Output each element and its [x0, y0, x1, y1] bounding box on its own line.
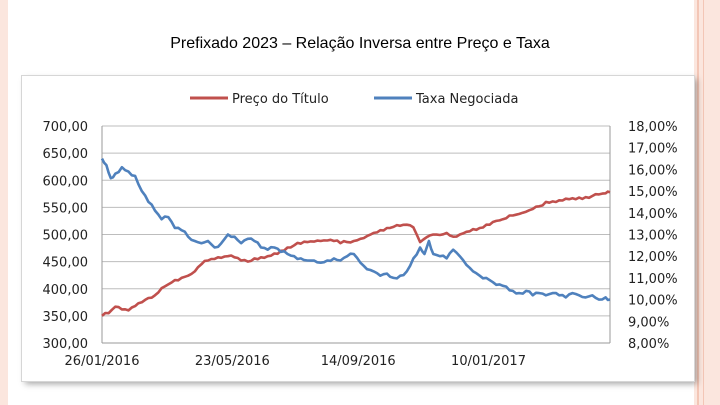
right-tick-label: 17,00%	[628, 142, 678, 157]
right-tick-label: 16,00%	[628, 163, 678, 178]
chart: 700,00 650,00 600,00 550,00 500,00 450,00 400,…	[22, 76, 694, 381]
right-tick-label: 13,00%	[628, 229, 678, 244]
chart-gridlines	[102, 126, 610, 343]
left-tick-label: 500,00	[43, 229, 89, 244]
series-line-pre-o-do-t-tulo	[102, 192, 610, 316]
left-tick-label: 450,00	[43, 256, 89, 271]
chart-frame: 700,00 650,00 600,00 550,00 500,00 450,00 400,…	[22, 76, 694, 381]
left-tick-label: 650,00	[43, 147, 89, 162]
x-tick-label: 10/01/2017	[451, 354, 526, 369]
x-tick-label: 26/01/2016	[65, 354, 140, 369]
left-tick-label: 550,00	[43, 201, 89, 216]
x-axis: 26/01/2016 23/05/2016 14/09/2016 10/01/2017	[65, 354, 526, 369]
right-tick-label: 15,00%	[628, 185, 678, 200]
right-tick-label: 8,00%	[628, 337, 669, 352]
legend-label: Preço do Título	[232, 92, 329, 107]
slide-border-left	[0, 0, 8, 405]
left-tick-label: 600,00	[43, 174, 89, 189]
left-tick-label: 700,00	[43, 120, 89, 135]
left-tick-label: 300,00	[43, 337, 89, 352]
legend-label: Taxa Negociada	[415, 92, 518, 107]
x-tick-label: 14/09/2016	[321, 354, 396, 369]
slide-title: Prefixado 2023 – Relação Inversa entre P…	[0, 35, 720, 53]
right-tick-label: 12,00%	[628, 250, 678, 265]
right-tick-label: 14,00%	[628, 207, 678, 222]
slide-border-right	[694, 0, 720, 405]
right-tick-label: 9,00%	[628, 315, 669, 330]
right-tick-label: 10,00%	[628, 294, 678, 309]
chart-series	[102, 159, 610, 316]
left-tick-label: 350,00	[43, 310, 89, 325]
right-axis: 18,00% 17,00% 16,00% 15,00% 14,00% 13,00% 12,0…	[628, 120, 678, 352]
x-tick-label: 23/05/2016	[195, 354, 270, 369]
left-axis: 700,00 650,00 600,00 550,00 500,00 450,00 400,…	[43, 120, 89, 352]
chart-legend: Preço do Título Taxa Negociada	[190, 92, 518, 107]
right-tick-label: 11,00%	[628, 272, 678, 287]
left-tick-label: 400,00	[43, 283, 89, 298]
right-tick-label: 18,00%	[628, 120, 678, 135]
